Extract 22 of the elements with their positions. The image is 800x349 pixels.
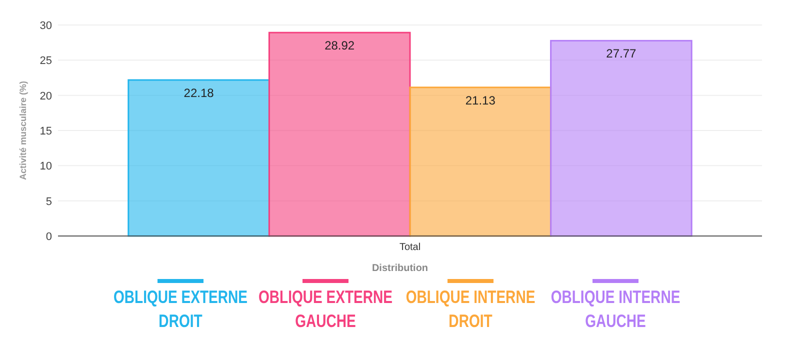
x-axis-title: Distribution bbox=[372, 263, 428, 274]
data-label: 21.13 bbox=[465, 93, 496, 108]
data-label: 22.18 bbox=[184, 86, 214, 100]
legend-label: OBLIQUE EXTERNE GAUCHE bbox=[258, 287, 393, 332]
y-tick-label: 0 bbox=[46, 231, 52, 243]
legend-label: OBLIQUE INTERNE DROIT bbox=[406, 287, 536, 332]
legend-label: OBLIQUE INTERNE GAUCHE bbox=[550, 287, 680, 332]
bar bbox=[550, 40, 692, 237]
y-tick-label: 20 bbox=[40, 90, 52, 102]
y-tick-label: 10 bbox=[40, 160, 52, 173]
y-axis-title: Activité musculaire (%) bbox=[18, 80, 28, 180]
x-tick-label: Total bbox=[399, 242, 421, 253]
bar bbox=[409, 86, 552, 237]
bar bbox=[128, 79, 270, 237]
data-label: 28.92 bbox=[324, 38, 355, 53]
bar bbox=[268, 32, 411, 237]
y-tick-label: 5 bbox=[46, 196, 52, 208]
y-tick-label: 30 bbox=[40, 20, 52, 32]
legend-label: OBLIQUE EXTERNE DROIT bbox=[113, 287, 248, 332]
data-label: 27.77 bbox=[606, 46, 637, 61]
y-tick-label: 25 bbox=[40, 55, 52, 68]
y-tick-label: 15 bbox=[40, 126, 52, 138]
